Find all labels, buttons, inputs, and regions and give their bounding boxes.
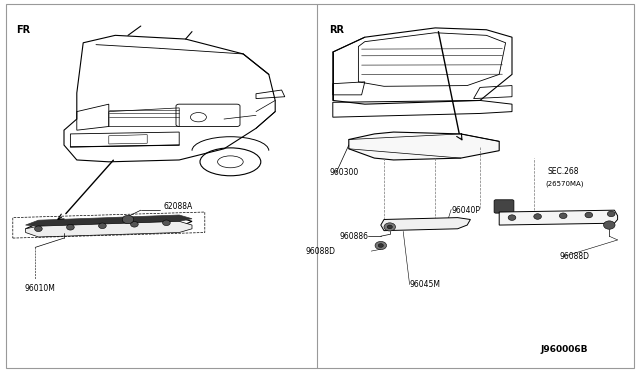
Ellipse shape bbox=[384, 223, 396, 231]
Ellipse shape bbox=[607, 211, 615, 217]
Ellipse shape bbox=[534, 214, 541, 219]
Ellipse shape bbox=[559, 213, 567, 219]
FancyBboxPatch shape bbox=[494, 200, 514, 213]
Text: 96010M: 96010M bbox=[24, 284, 55, 293]
Polygon shape bbox=[381, 218, 470, 231]
Text: 96088D: 96088D bbox=[306, 247, 336, 256]
Ellipse shape bbox=[131, 221, 138, 227]
Polygon shape bbox=[26, 215, 192, 226]
Ellipse shape bbox=[99, 223, 106, 228]
Text: RR: RR bbox=[330, 25, 344, 35]
Text: 960300: 960300 bbox=[330, 169, 359, 177]
Polygon shape bbox=[499, 210, 618, 225]
Text: 62088A: 62088A bbox=[163, 202, 193, 211]
FancyBboxPatch shape bbox=[6, 4, 634, 368]
Ellipse shape bbox=[387, 225, 392, 229]
Text: 96088D: 96088D bbox=[560, 252, 590, 261]
Ellipse shape bbox=[67, 225, 74, 230]
Text: 96040P: 96040P bbox=[451, 206, 480, 215]
Ellipse shape bbox=[508, 215, 516, 220]
Text: 960886: 960886 bbox=[339, 232, 368, 241]
Polygon shape bbox=[26, 221, 192, 237]
Text: 96045M: 96045M bbox=[410, 280, 440, 289]
Text: FR: FR bbox=[16, 25, 30, 35]
Ellipse shape bbox=[122, 215, 134, 224]
Ellipse shape bbox=[375, 241, 387, 250]
Ellipse shape bbox=[378, 244, 383, 247]
Text: J960006B: J960006B bbox=[541, 345, 588, 354]
Ellipse shape bbox=[585, 212, 593, 218]
Ellipse shape bbox=[35, 226, 42, 231]
Ellipse shape bbox=[163, 220, 170, 225]
Polygon shape bbox=[349, 132, 499, 160]
Ellipse shape bbox=[604, 221, 615, 229]
Text: (26570MA): (26570MA) bbox=[545, 181, 584, 187]
Text: SEC.268: SEC.268 bbox=[547, 167, 579, 176]
